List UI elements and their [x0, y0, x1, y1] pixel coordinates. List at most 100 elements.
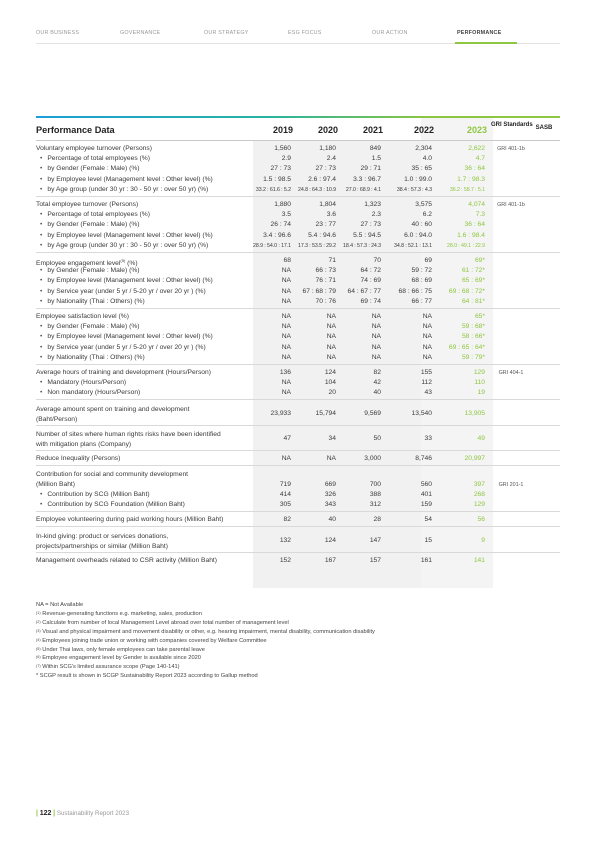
cell-2019: NA	[281, 323, 291, 331]
cell-2020: 326	[324, 491, 336, 498]
table-row: by Nationality (Thai : Others) (%) NA NA NA…	[36, 353, 560, 363]
row-label: Non mandatory (Hours/Person)	[40, 389, 140, 397]
footnote: (2) Calculate from number of local Manag…	[36, 619, 556, 628]
cell-2019: NA	[281, 379, 291, 387]
cell-2020: 669	[324, 480, 336, 488]
cell-2019: 719	[279, 480, 291, 488]
row-label: Total employee turnover (Persons)	[36, 201, 138, 209]
cell-2021: 69 : 74	[360, 297, 381, 305]
cell-2023: 59 : 79*	[461, 353, 485, 361]
footnote: (5) Under Thai laws, only female employe…	[36, 646, 556, 655]
table-row: Non mandatory (Hours/Person) NA 20 40 43 19	[36, 388, 560, 398]
cell-2020: 15,794	[315, 409, 336, 417]
nav-item-our-action[interactable]: OUR ACTION	[372, 30, 408, 36]
nav-underline	[36, 43, 560, 44]
footnote: * SCGP result is shown in SCGP Sustainab…	[36, 672, 556, 681]
cell-2019: 152	[279, 557, 291, 564]
row-label-text: Mandatory (Hours/Person)	[47, 379, 127, 387]
nav-item-performance[interactable]: PERFORMANCE	[457, 30, 502, 36]
row-label: by Service year (under 5 yr / 5-20 yr / …	[40, 288, 205, 296]
cell-2019: 47	[283, 435, 291, 443]
cell-2023: 36 : 64	[464, 221, 485, 229]
cell-2023: 141	[473, 557, 485, 564]
cell-2023: 36 : 64	[464, 165, 485, 173]
nav-item-esg-focus[interactable]: ESG FOCUS	[288, 30, 322, 36]
top-nav: OUR BUSINESS GOVERNANCE OUR STRATEGY ESG FO…	[36, 30, 560, 44]
row-label-text: by Gender (Female : Male) (%)	[47, 323, 140, 331]
row-label-text: In-kind giving: product or services dona…	[36, 532, 169, 540]
row-label-text: by Employee level (Management level : Ot…	[47, 333, 213, 341]
row-label-text: by Employee level (Management level : Ot…	[47, 175, 213, 183]
cell-2021: 1.5	[371, 155, 381, 163]
cell-2019: NA	[281, 333, 291, 341]
table-row: by Employee level (Management level : Ot…	[36, 231, 560, 241]
row-label: In-kind giving: product or services dona…	[36, 532, 168, 552]
cell-2022: 6.2	[422, 211, 432, 219]
cell-2022: 13,540	[411, 409, 432, 417]
cell-2019: 132	[279, 536, 291, 544]
group-separator	[36, 465, 560, 467]
row-label-text: Average hours of training and developmen…	[36, 369, 211, 376]
group-separator	[36, 307, 560, 309]
cell-2020: NA	[326, 353, 336, 361]
row-label-text: by Gender (Female : Male) (%)	[47, 221, 140, 229]
row-label: Voluntary employee turnover (Persons)	[36, 145, 152, 153]
gri-reference: GRI 201-1	[498, 481, 524, 488]
cell-2021: NA	[371, 323, 381, 331]
footnote-marker: (3)	[36, 628, 41, 633]
cell-2020: 124	[324, 369, 336, 376]
cell-2021: 18.4 : 57.3 : 24.3	[343, 242, 381, 249]
cell-2022: 54	[424, 516, 432, 524]
row-label-text: by Service year (under 5 yr / 5-20 yr / …	[47, 343, 206, 351]
table-row: Employee engagement level(5) (%) 68 71 70 69…	[36, 256, 560, 267]
row-label: Percentage of total employees (%)	[40, 211, 150, 219]
cell-2019: 1,560	[274, 145, 291, 152]
cell-2021: 3.3 : 96.7	[353, 175, 381, 183]
footnote: NA = Not Available	[36, 601, 556, 610]
cell-2020: 76 : 71	[315, 277, 336, 285]
row-label: by Employee level (Management level : Ot…	[40, 175, 213, 184]
cell-2020: 24.8 : 64.3 : 10.9	[298, 186, 336, 193]
table-row: by Nationality (Thai : Others) (%) NA 70 :…	[36, 297, 560, 307]
table-row: Management overheads related to CSR acti…	[36, 556, 560, 566]
footnote-text: Employees joining trade union or working…	[40, 637, 267, 644]
cell-2023: 2,622	[468, 145, 485, 152]
cell-2023: 65*	[474, 313, 485, 320]
cell-2023: 13,905	[464, 409, 485, 417]
cell-2019: NA	[281, 287, 291, 295]
footnote-text: Revenue-generating functions e.g. market…	[40, 610, 202, 617]
cell-2022: 401	[420, 491, 432, 498]
table-row: by Employee level (Management level : Ot…	[36, 332, 560, 342]
page-footer: | 122 | Sustainability Report 2023	[36, 810, 129, 817]
footnote: (3) Visual and physical impairment and m…	[36, 628, 556, 637]
cell-2021: 3,000	[364, 455, 381, 463]
cell-2020: 70 : 76	[315, 297, 336, 305]
cell-2021: 147	[369, 536, 381, 544]
cell-2023: 129	[473, 369, 485, 376]
cell-2022: 155	[420, 369, 432, 376]
table-row: Reduce Inequality (Persons) NA NA 3,000 8,74…	[36, 454, 560, 464]
footnote-text: Employee engagement level by Gender is a…	[40, 655, 201, 662]
table-row: Number of sites where human rights risks…	[36, 429, 560, 449]
cell-2019: NA	[281, 343, 291, 351]
row-label: Number of sites where human rights risks…	[36, 430, 221, 450]
cell-2020: 71	[328, 257, 336, 264]
nav-item-our-strategy[interactable]: OUR STRATEGY	[204, 30, 249, 36]
row-label: by Employee level (Management level : Ot…	[40, 333, 213, 341]
table-row: by Age group (under 30 yr : 30 - 50 yr :…	[36, 241, 560, 251]
row-label: by Nationality (Thai : Others) (%)	[40, 354, 144, 362]
row-label-text: Non mandatory (Hours/Person)	[47, 389, 141, 397]
cell-2023: 65 : 69*	[461, 277, 485, 285]
cell-2020: 1,180	[319, 145, 336, 152]
footer-divider: |	[36, 810, 38, 817]
cell-2023: 7.3	[475, 211, 485, 219]
cell-2021: 700	[369, 480, 381, 488]
cell-2020: 343	[324, 501, 336, 509]
cell-2021: 157	[369, 557, 381, 564]
nav-item-our-business[interactable]: OUR BUSINESS	[36, 30, 80, 36]
row-label-text: Average amount spent on training and dev…	[36, 405, 190, 413]
nav-item-governance[interactable]: GOVERNANCE	[120, 30, 161, 36]
cell-2023: 1.6 : 98.4	[457, 231, 485, 239]
row-label-text-line2: (Baht/Person)	[36, 415, 78, 423]
cell-2021: 70	[373, 257, 381, 264]
